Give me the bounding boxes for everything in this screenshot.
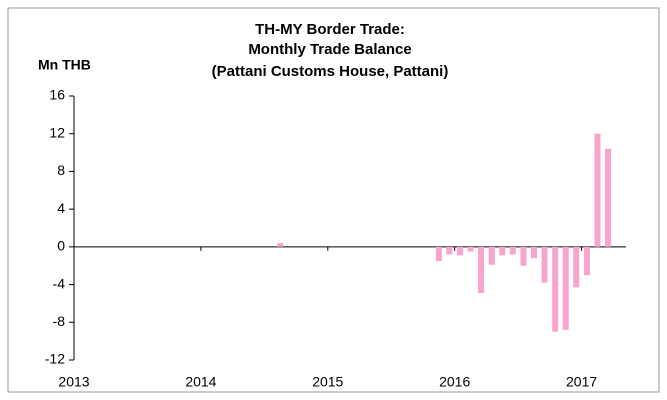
bar xyxy=(604,148,611,247)
y-tick-label: -8 xyxy=(53,313,66,329)
y-tick-label: -4 xyxy=(53,275,66,291)
y-tick-label: -12 xyxy=(45,351,65,367)
bar xyxy=(562,246,569,330)
chart-title: Monthly Trade Balance xyxy=(248,41,411,58)
x-tick-label: 2017 xyxy=(566,374,597,390)
bar xyxy=(531,246,537,259)
bar xyxy=(520,246,527,266)
bar xyxy=(573,246,580,288)
bar xyxy=(541,246,548,283)
x-tick-label: 2014 xyxy=(185,374,216,390)
bar xyxy=(435,246,442,261)
bar xyxy=(509,246,516,255)
y-tick-label: 0 xyxy=(57,238,65,254)
y-axis-label: Mn THB xyxy=(38,57,91,73)
bar xyxy=(277,243,284,247)
y-tick-label: 12 xyxy=(49,124,65,140)
bar xyxy=(457,246,464,256)
x-tick-label: 2016 xyxy=(439,374,470,390)
bar xyxy=(488,246,495,265)
bar xyxy=(552,246,559,332)
chart-frame xyxy=(7,7,660,393)
bar xyxy=(499,246,506,256)
bar xyxy=(583,246,590,276)
bar xyxy=(467,246,474,252)
bar xyxy=(446,246,453,255)
y-tick-label: 4 xyxy=(57,200,65,216)
bar xyxy=(594,133,601,247)
x-tick-label: 2013 xyxy=(58,374,89,390)
y-tick-label: 16 xyxy=(49,87,65,103)
x-tick-label: 2015 xyxy=(312,374,343,390)
y-tick-label: 8 xyxy=(57,162,65,178)
chart-title: (Pattani Customs House, Pattani) xyxy=(212,63,449,80)
chart-title: TH-MY Border Trade: xyxy=(255,21,405,38)
bar xyxy=(478,246,485,294)
